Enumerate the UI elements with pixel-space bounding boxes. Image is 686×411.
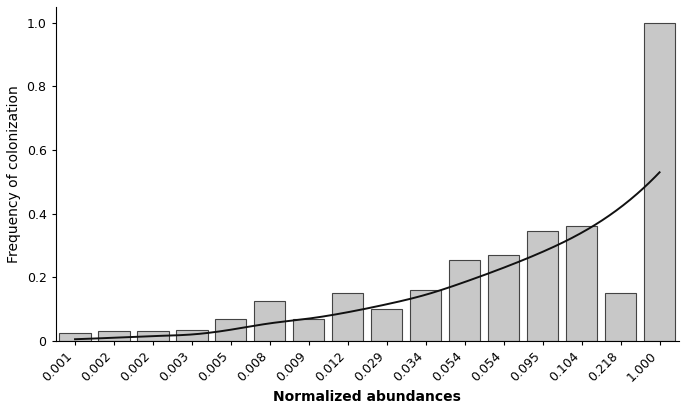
Bar: [488, 255, 519, 341]
Bar: [605, 293, 636, 341]
Bar: [371, 309, 403, 341]
Bar: [255, 301, 285, 341]
X-axis label: Normalized abundances: Normalized abundances: [273, 390, 461, 404]
Bar: [137, 331, 169, 341]
Bar: [644, 23, 675, 341]
Y-axis label: Frequency of colonization: Frequency of colonization: [7, 85, 21, 263]
Bar: [527, 231, 558, 341]
Bar: [332, 293, 364, 341]
Bar: [293, 319, 324, 341]
Bar: [215, 319, 246, 341]
Bar: [566, 226, 598, 341]
Bar: [98, 331, 130, 341]
Bar: [176, 330, 207, 341]
Bar: [449, 260, 480, 341]
Bar: [410, 290, 441, 341]
Bar: [60, 333, 91, 341]
